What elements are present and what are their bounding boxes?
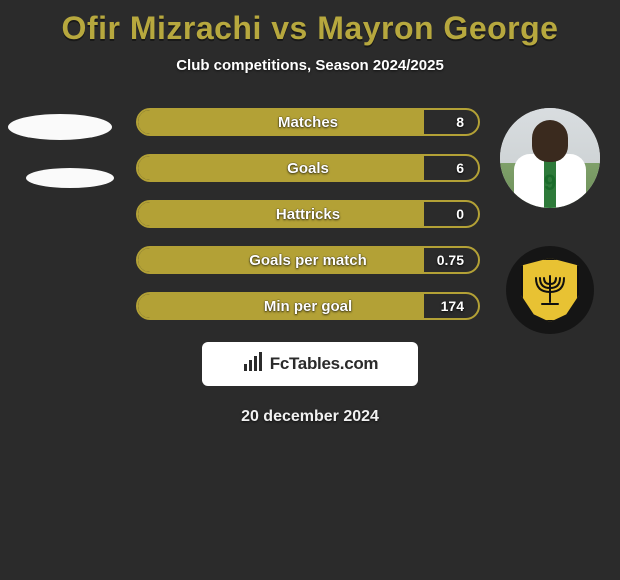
metric-value: 6	[456, 156, 464, 180]
site-logo-text: FcTables.com	[270, 354, 379, 374]
metric-bar: Goals6	[136, 154, 480, 182]
metric-value: 8	[456, 110, 464, 134]
left-player-column	[8, 108, 118, 188]
site-logo-box: FcTables.com	[202, 342, 418, 386]
metric-value: 174	[441, 294, 464, 318]
metric-label: Goals	[138, 156, 478, 180]
metric-label: Matches	[138, 110, 478, 134]
metric-bar: Hattricks0	[136, 200, 480, 228]
right-player-photo: 9	[500, 108, 600, 208]
bars-icon	[242, 351, 264, 378]
right-player-column: 9	[500, 108, 600, 334]
metric-value: 0.75	[437, 248, 464, 272]
metrics-bars: Matches8Goals6Hattricks0Goals per match0…	[136, 108, 480, 320]
metric-bar: Min per goal174	[136, 292, 480, 320]
metric-label: Goals per match	[138, 248, 478, 272]
page-title: Ofir Mizrachi vs Mayron George	[0, 6, 620, 57]
metric-bar: Goals per match0.75	[136, 246, 480, 274]
content-area: 9	[0, 108, 620, 320]
photo-jersey-number: 9	[500, 170, 600, 196]
date-text: 20 december 2024	[0, 408, 620, 426]
metric-bar: Matches8	[136, 108, 480, 136]
metric-label: Min per goal	[138, 294, 478, 318]
metric-label: Hattricks	[138, 202, 478, 226]
metric-row: Matches8	[136, 108, 480, 136]
metric-row: Goals per match0.75	[136, 246, 480, 274]
left-club-placeholder	[26, 168, 114, 188]
photo-head	[532, 120, 568, 162]
comparison-card: Ofir Mizrachi vs Mayron George Club comp…	[0, 0, 620, 426]
page-subtitle: Club competitions, Season 2024/2025	[0, 57, 620, 74]
badge-shield	[521, 258, 579, 322]
right-club-badge	[506, 246, 594, 334]
left-player-placeholder-1	[8, 114, 112, 140]
metric-value: 0	[456, 202, 464, 226]
metric-row: Hattricks0	[136, 200, 480, 228]
menorah-icon	[523, 260, 577, 320]
metric-row: Min per goal174	[136, 292, 480, 320]
metric-row: Goals6	[136, 154, 480, 182]
